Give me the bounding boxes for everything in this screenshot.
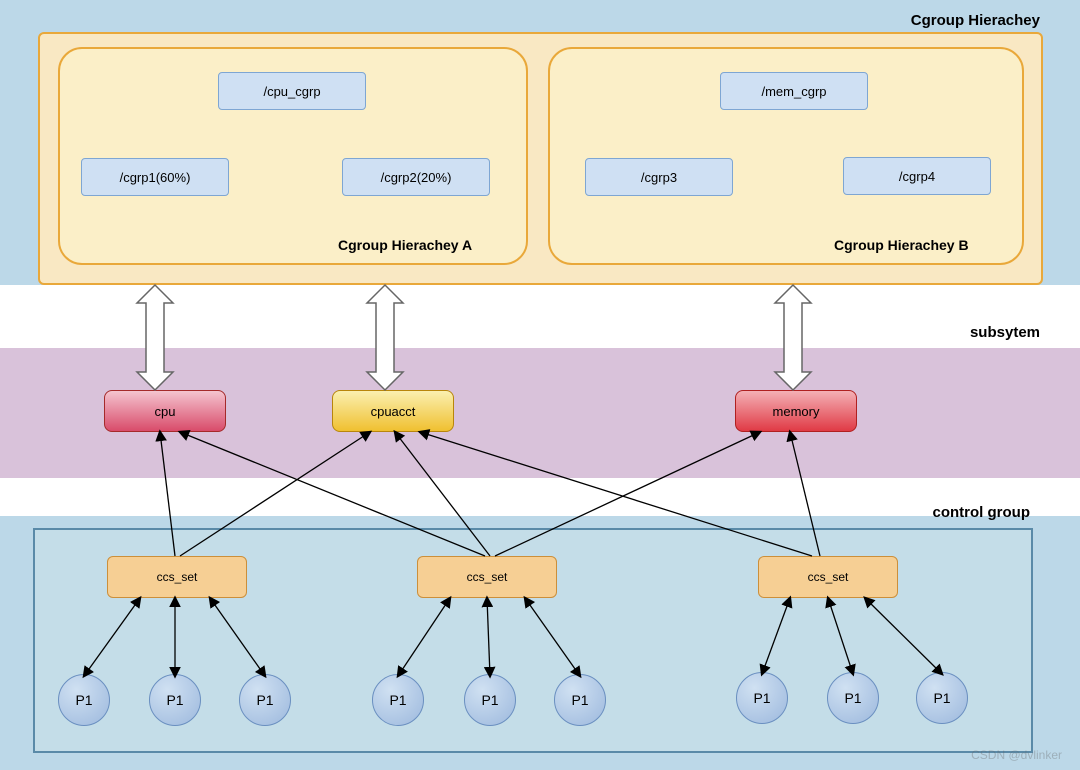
process-p2: P1 bbox=[149, 674, 201, 726]
subsystem-title: subsytem bbox=[970, 324, 1040, 341]
watermark: CSDN @dvlinker bbox=[971, 748, 1062, 762]
control-group-title: control group bbox=[933, 504, 1031, 521]
hierarchy-title: Cgroup Hierachey bbox=[911, 12, 1040, 29]
ccs-node-ccs2: ccs_set bbox=[417, 556, 557, 598]
process-p1: P1 bbox=[58, 674, 110, 726]
hierarchy-inner-title-b: Cgroup Hierachey B bbox=[834, 237, 969, 253]
ccs-node-ccs3: ccs_set bbox=[758, 556, 898, 598]
process-p7: P1 bbox=[736, 672, 788, 724]
white-gap-2 bbox=[0, 478, 1080, 516]
hierarchy-node-mem_cgrp: /mem_cgrp bbox=[720, 72, 868, 110]
hierarchy-inner-title-a: Cgroup Hierachey A bbox=[338, 237, 472, 253]
ccs-node-ccs1: ccs_set bbox=[107, 556, 247, 598]
hierarchy-node-cgrp2: /cgrp2(20%) bbox=[342, 158, 490, 196]
process-p8: P1 bbox=[827, 672, 879, 724]
process-p6: P1 bbox=[554, 674, 606, 726]
hierarchy-node-cgrp1: /cgrp1(60%) bbox=[81, 158, 229, 196]
hierarchy-node-cpu_cgrp: /cpu_cgrp bbox=[218, 72, 366, 110]
hierarchy-node-cgrp4: /cgrp4 bbox=[843, 157, 991, 195]
subsystem-node-cpuacct: cpuacct bbox=[332, 390, 454, 432]
process-p9: P1 bbox=[916, 672, 968, 724]
process-p4: P1 bbox=[372, 674, 424, 726]
process-p5: P1 bbox=[464, 674, 516, 726]
subsystem-node-memory: memory bbox=[735, 390, 857, 432]
hierarchy-node-cgrp3: /cgrp3 bbox=[585, 158, 733, 196]
subsystem-node-cpu: cpu bbox=[104, 390, 226, 432]
white-gap-1 bbox=[0, 285, 1080, 348]
diagram-canvas: Cgroup Hierachey Cgroup Hierachey A/cpu_c… bbox=[0, 0, 1080, 770]
process-p3: P1 bbox=[239, 674, 291, 726]
